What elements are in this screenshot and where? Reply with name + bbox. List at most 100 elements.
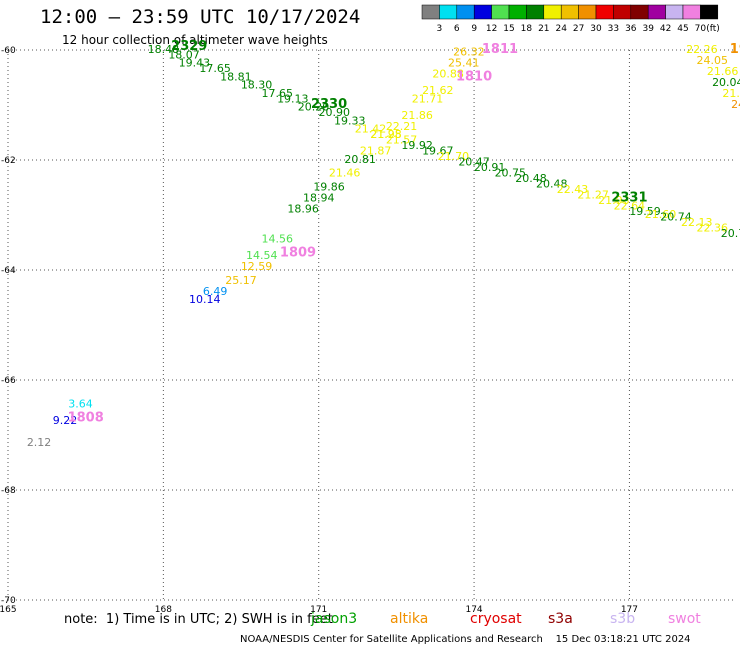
colorbar-tick-label: 39 bbox=[642, 24, 654, 34]
data-point-label: 21.87 bbox=[360, 145, 392, 158]
x-tick-label: 168 bbox=[155, 605, 172, 615]
data-point-label: 21.86 bbox=[401, 109, 433, 122]
colorbar-swatch bbox=[421, 4, 440, 20]
data-point-label: 21.71 bbox=[412, 92, 444, 105]
colorbar-tick-label: 24 bbox=[555, 24, 567, 34]
legend-cryosat: cryosat bbox=[470, 611, 522, 627]
data-point-label: 19.92 bbox=[401, 139, 433, 152]
data-point-label: 22.64 bbox=[614, 200, 646, 213]
data-point-label: 20.74 bbox=[660, 211, 692, 224]
data-point-label: 20.91 bbox=[474, 161, 506, 174]
chart-subtitle: 12 hour collection of altimeter wave hei… bbox=[62, 33, 328, 47]
data-point-label: 20.04 bbox=[712, 76, 740, 89]
data-point-label: 21.60 bbox=[645, 208, 677, 221]
footer-credit: NOAA/NESDIS Center for Satellite Applica… bbox=[240, 634, 691, 645]
y-tick-label: -62 bbox=[1, 156, 16, 166]
legend-s3b: s3b bbox=[610, 611, 636, 627]
y-tick-label: -66 bbox=[1, 376, 16, 386]
data-point-label: 10.14 bbox=[189, 293, 221, 306]
colorbar-tick-label: 33 bbox=[608, 24, 619, 34]
chart-title: 12:00 – 23:59 UTC 10/17/2024 bbox=[40, 6, 361, 28]
colorbar-swatch bbox=[439, 4, 458, 20]
data-point-label: 25.41 bbox=[448, 57, 480, 70]
data-point-label: 9.22 bbox=[53, 414, 78, 427]
legend-swot: swot bbox=[668, 611, 701, 627]
pass-id-label: 2331 bbox=[611, 190, 647, 205]
legend-jason3: jason3 bbox=[311, 611, 358, 627]
y-tick-label: -70 bbox=[1, 596, 16, 606]
data-point-label: 21.46 bbox=[329, 167, 361, 180]
data-point-label: 20.47 bbox=[458, 156, 490, 169]
data-point-label: 21.11 bbox=[722, 87, 740, 100]
data-point-label: 20.20 bbox=[298, 101, 330, 114]
x-tick-label: 174 bbox=[465, 605, 482, 615]
data-point-label: 19.59 bbox=[629, 205, 661, 218]
colorbar-swatch bbox=[682, 4, 701, 20]
y-tick-label: -68 bbox=[1, 486, 16, 496]
data-point-label: 21.57 bbox=[386, 134, 418, 147]
y-tick-label: -64 bbox=[1, 266, 16, 276]
data-point-label: 18.96 bbox=[287, 202, 319, 215]
footer-note: note: 1) Time is in UTC; 2) SWH is in fe… bbox=[64, 612, 333, 627]
colorbar-tick-label: 6 bbox=[454, 24, 460, 34]
x-tick-label: 171 bbox=[310, 605, 327, 615]
data-point-label: 21.66 bbox=[707, 65, 739, 78]
data-point-label: 20.88 bbox=[432, 68, 464, 81]
colorbar-tick-label: 36 bbox=[625, 24, 637, 34]
x-tick-label: 177 bbox=[621, 605, 638, 615]
pass-id-label: 1809 bbox=[280, 245, 316, 260]
data-point-label: 21.27 bbox=[577, 189, 609, 202]
data-point-label: 22.36 bbox=[697, 222, 729, 235]
data-point-label: 21.42 bbox=[355, 123, 387, 136]
data-point-label: 18.48 bbox=[148, 43, 180, 56]
data-point-label: 22.21 bbox=[386, 120, 418, 133]
pass-id-label: 2330 bbox=[311, 97, 347, 112]
colorbar-tick-label: 15 bbox=[503, 24, 514, 34]
colorbar-swatch bbox=[647, 4, 666, 20]
data-point-label: 20.48 bbox=[515, 172, 547, 185]
colorbar-tick-label: 45 bbox=[677, 24, 688, 34]
colorbar-swatch bbox=[491, 4, 510, 20]
colorbar-swatch bbox=[595, 4, 614, 20]
pass-id-label: 190 bbox=[730, 42, 740, 57]
colorbar-swatch bbox=[665, 4, 684, 20]
x-tick-label: 165 bbox=[0, 605, 17, 615]
data-point-label: 20.90 bbox=[319, 106, 351, 119]
colorbar-swatch bbox=[560, 4, 579, 20]
data-point-label: 14.56 bbox=[262, 233, 294, 246]
pass-id-label: 1810 bbox=[456, 69, 492, 84]
y-tick-label: -60 bbox=[1, 46, 16, 56]
data-point-label: 19.43 bbox=[179, 57, 211, 70]
data-point-label: 3.64 bbox=[68, 398, 93, 411]
colorbar-tick-label: 3 bbox=[437, 24, 443, 34]
colorbar-tick-label: 9 bbox=[471, 24, 477, 34]
pass-id-label: 2329 bbox=[171, 39, 207, 54]
colorbar-unit: (ft) bbox=[706, 24, 720, 34]
colorbar-tick-label: 30 bbox=[590, 24, 602, 34]
data-point-label: 2.12 bbox=[27, 436, 52, 449]
pass-id-label: 1811 bbox=[482, 42, 518, 57]
colorbar-swatch bbox=[508, 4, 527, 20]
data-point-label: 18.94 bbox=[303, 191, 335, 204]
colorbar-tick-label: 42 bbox=[660, 24, 671, 34]
grid-lines bbox=[7, 49, 733, 601]
data-point-label: 6.49 bbox=[203, 285, 228, 298]
data-point-label: 12.59 bbox=[241, 260, 273, 273]
colorbar-tick-label: 70 bbox=[695, 24, 707, 34]
colorbar-swatch bbox=[473, 4, 492, 20]
colorbar-tick-label: 27 bbox=[573, 24, 584, 34]
colorbar-swatch bbox=[630, 4, 649, 20]
data-point-label: 21.95 bbox=[370, 128, 402, 141]
color-legend: 3 6 9 12 15 18 21 24 27 30 33 36 39 42 45 70 (ft) bbox=[421, 4, 720, 34]
data-point-label: 20.48 bbox=[536, 178, 568, 191]
legend-s3a: s3a bbox=[548, 611, 573, 627]
colorbar-swatch bbox=[456, 4, 475, 20]
data-point-label: 22.13 bbox=[681, 216, 713, 229]
data-point-label: 22.26 bbox=[686, 43, 718, 56]
data-point-label: 19.86 bbox=[313, 180, 345, 193]
data-point-label: 18.07 bbox=[168, 48, 200, 61]
data-point-label: 20.81 bbox=[344, 153, 376, 166]
